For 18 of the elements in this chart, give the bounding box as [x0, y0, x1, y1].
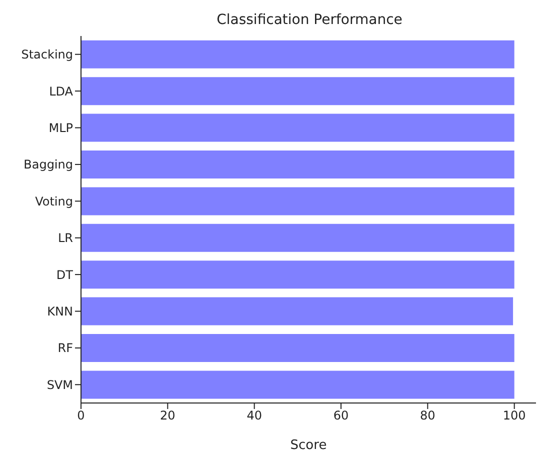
- y-tick-label: LDA: [49, 84, 74, 98]
- y-tick-label: DT: [56, 268, 74, 282]
- x-axis-title: Score: [290, 438, 327, 453]
- y-tick-label: KNN: [47, 304, 73, 319]
- y-tick-label: Stacking: [21, 48, 73, 62]
- x-tick-label: 60: [333, 408, 349, 423]
- x-tick-label: 100: [502, 408, 526, 423]
- x-tick-label: 0: [77, 408, 85, 423]
- y-tick-label: LR: [58, 231, 73, 246]
- y-tick-label: MLP: [48, 121, 73, 136]
- chart-title: Classification Performance: [216, 12, 404, 28]
- y-tick-label: Bagging: [24, 158, 73, 172]
- y-tick-label: RF: [58, 341, 74, 356]
- x-tick-label: 80: [420, 408, 436, 423]
- y-tick-label: Voting: [35, 194, 73, 208]
- y-tick-label: SVM: [46, 378, 73, 392]
- x-tick-label: 40: [246, 408, 262, 423]
- x-tick-label: 20: [160, 408, 176, 423]
